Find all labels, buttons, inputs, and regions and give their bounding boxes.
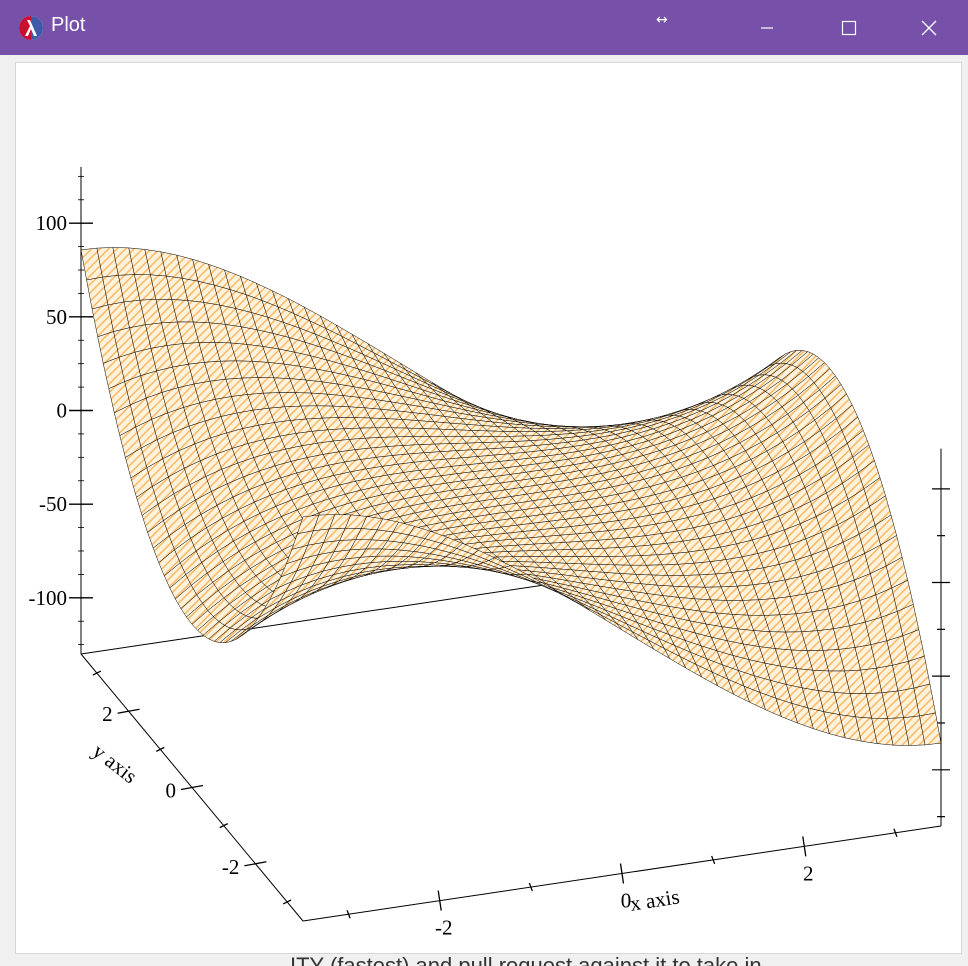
- racket-lambda-icon: [19, 16, 43, 40]
- surface-patch: [919, 712, 942, 746]
- y-axis-label: y axis: [88, 739, 142, 788]
- x-tick-label: 0: [621, 889, 632, 913]
- x-tick-label: 2: [803, 861, 814, 885]
- z-tick-label: 0: [57, 399, 68, 423]
- y-tick: [282, 899, 292, 905]
- x-tick: [711, 855, 716, 865]
- y-tick-label: -2: [222, 855, 240, 879]
- y-tick: [117, 708, 140, 714]
- resize-cursor-icon: ↔: [656, 12, 668, 28]
- window-title: Plot: [51, 14, 86, 36]
- z-tick-label: -50: [39, 492, 67, 516]
- background-window-text: ITY (fastest) and pull request against i…: [290, 953, 762, 966]
- y-tick: [92, 670, 102, 676]
- close-button[interactable]: [888, 0, 968, 55]
- z-tick-label: 50: [46, 305, 67, 329]
- x-tick: [437, 890, 442, 911]
- y-tick: [219, 823, 229, 829]
- x-tick: [346, 909, 351, 919]
- y-tick: [180, 784, 204, 791]
- x-tick: [528, 882, 533, 892]
- minimize-button[interactable]: [727, 0, 807, 55]
- y-tick-label: 2: [102, 702, 113, 726]
- y-tick-label: 0: [166, 779, 177, 803]
- x-tick: [802, 836, 807, 857]
- y-tick: [155, 746, 165, 752]
- x-axis-label: x axis: [628, 884, 681, 915]
- x-tick: [619, 863, 625, 884]
- y-tick: [244, 861, 267, 867]
- x-tick-label: -2: [435, 916, 453, 940]
- title-bar[interactable]: Plot ↔: [0, 0, 968, 55]
- z-tick-label: 100: [36, 211, 68, 235]
- maximize-icon: [841, 20, 857, 36]
- maximize-button[interactable]: [808, 0, 888, 55]
- minimize-icon: [761, 27, 773, 29]
- z-tick-label: -100: [29, 586, 68, 610]
- x-tick: [893, 828, 898, 838]
- close-icon: [921, 20, 937, 36]
